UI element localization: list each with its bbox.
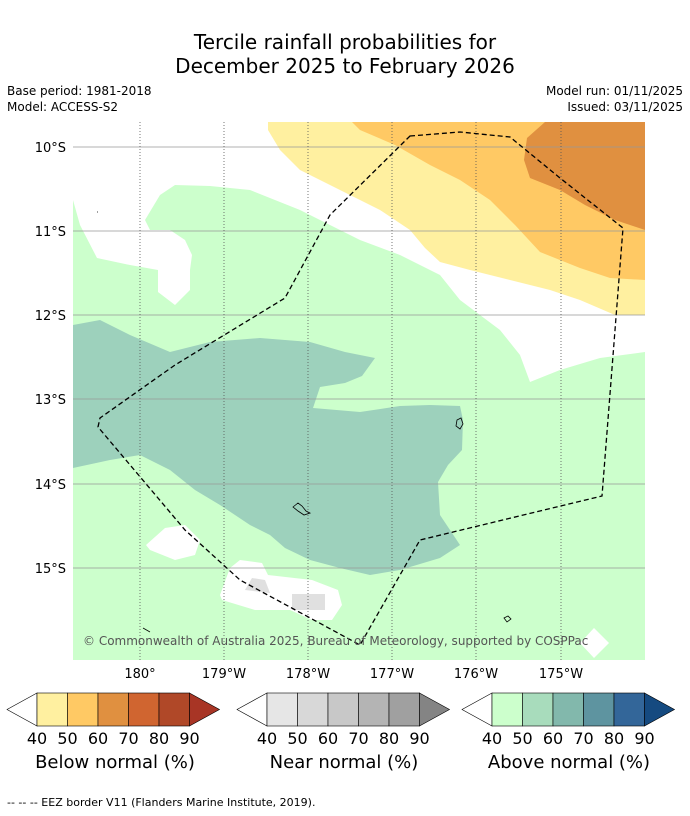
colorbar-over-arrow [419,692,451,727]
colorbar-tick-label: 40 [482,729,502,748]
colorbar-tick-label: 70 [348,729,368,748]
lon-label: 177°W [370,667,414,682]
lat-label: 12°S [35,309,66,324]
latitude-labels: 10°S 11°S 12°S 13°S 14°S 15°S [35,141,66,577]
colorbar-tick-label: 60 [543,729,563,748]
lat-label: 15°S [35,562,66,577]
region-no-signal-3 [580,628,609,658]
island-outline [455,417,464,430]
meta-left: Base period: 1981-2018 Model: ACCESS-S2 [7,83,152,115]
colorbar-segment [358,692,390,727]
colorbar-tick-label: 80 [604,729,624,748]
lon-label: 180° [124,667,155,682]
lon-label: 176°W [454,667,498,682]
colorbar-segment [36,692,68,727]
colorbar-segment [552,692,584,727]
colorbar-label-below: Below normal (%) [35,752,195,773]
colorbar-segment [266,692,298,727]
lon-label: 175°W [539,667,583,682]
lat-label: 14°S [35,478,66,493]
region-below-60 [524,122,645,230]
colorbar-segment [522,692,554,727]
title-line-1: Tercile rainfall probabilities for [193,30,497,54]
region-no-signal-1 [146,525,200,560]
issued-date: Issued: 03/11/2025 [567,100,683,114]
meta-right: Model run: 01/11/2025 Issued: 03/11/2025 [546,83,683,115]
lat-label: 11°S [35,225,66,240]
colorbar-tick-label: 60 [88,729,108,748]
lon-label: 178°W [286,667,330,682]
region-near-50-b [292,594,325,610]
lat-label: 10°S [35,141,66,156]
colorbar-tick-label: 80 [379,729,399,748]
island-outline [503,615,512,623]
colorbar-tick-label: 90 [179,729,199,748]
colorbar-segment [388,692,420,727]
colorbar-under-arrow [461,692,493,727]
model-run: Model run: 01/11/2025 [545,84,683,98]
colorbar-under-arrow [6,692,38,727]
longitude-labels: 180° 179°W 178°W 177°W 176°W 175°W [124,667,583,682]
eez-border [97,131,624,646]
colorbar-tick-label: 40 [257,729,277,748]
colorbar-segment [583,692,615,727]
colorbar-tick-label: 80 [149,729,169,748]
colorbar-label-near: Near normal (%) [269,752,419,773]
colorbar-tick-label: 70 [573,729,593,748]
title-line-2: December 2025 to February 2026 [175,54,515,78]
colorbar-segment [327,692,359,727]
region-near-50-a [245,578,270,593]
colorbar-tick-label: 70 [118,729,138,748]
map-plot-area: © Commonwealth of Australia 2025, Bureau… [73,122,645,660]
island-outline [292,502,312,516]
colorbar-near: 40 50 60 70 80 90 [236,692,451,748]
eez-legend: -- -- -- EEZ border V11 (Flanders Marine… [7,796,316,809]
colorbar-tick-label: 90 [409,729,429,748]
island-outline [142,627,151,633]
colorbar-segment [297,692,329,727]
colorbar-tick-label: 60 [318,729,338,748]
colorbar-segment [613,692,645,727]
copyright-text: © Commonwealth of Australia 2025, Bureau… [83,634,588,648]
colorbar-label-above: Above normal (%) [487,752,651,773]
colorbar-tick-label: 50 [512,729,532,748]
colorbar-tick-label: 50 [57,729,77,748]
colorbar-under-arrow [236,692,268,727]
colorbar-tick-label: 90 [634,729,654,748]
colorbar-segment [128,692,160,727]
colorbar-over-arrow [189,692,221,727]
latitude-gridlines [73,146,645,569]
base-period: Base period: 1981-2018 [7,84,152,98]
colorbar-segment [158,692,190,727]
model-name: Model: ACCESS-S2 [7,100,119,114]
island-outlines [97,211,512,633]
lat-label: 13°S [35,393,66,408]
colorbar-segment [67,692,99,727]
colorbar-segment [97,692,129,727]
colorbar-below: 40 50 60 70 80 90 [6,692,221,748]
colorbar-above: 40 50 60 70 80 90 [461,692,676,748]
colorbar-tick-label: 50 [287,729,307,748]
colorbar-group: 40 50 60 70 80 90 40 50 60 70 80 90 40 50 60 70 80 90 [6,692,676,748]
colorbar-tick-label: 40 [27,729,47,748]
colorbar-segment [491,692,523,727]
map-title: Tercile rainfall probabilities for Decem… [0,30,690,78]
colorbar-over-arrow [644,692,676,727]
lon-label: 179°W [202,667,246,682]
region-above-60 [73,320,463,575]
